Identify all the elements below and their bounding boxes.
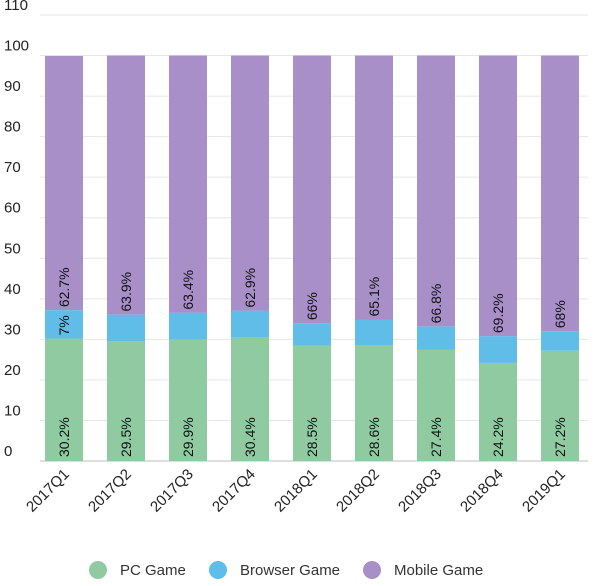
data-label: 27.2% <box>552 417 568 457</box>
bar-segment-browser-game <box>417 326 455 350</box>
bar-segment-pc-game <box>541 350 579 461</box>
y-tick-label: 90 <box>4 78 21 95</box>
bar-segment-browser-game <box>169 312 207 340</box>
y-tick-label: 10 <box>4 402 21 419</box>
bar-segment-browser-game <box>355 319 393 346</box>
bar-segment-pc-game <box>479 362 517 461</box>
bar-segment-browser-game <box>293 323 331 346</box>
bar-segment-pc-game <box>293 345 331 461</box>
x-tick-label: 2018Q4 <box>457 466 507 516</box>
y-tick-label: 110 <box>4 0 28 14</box>
data-label: 63.9% <box>118 272 134 312</box>
y-tick-label: 20 <box>4 362 21 379</box>
bar-segment-pc-game <box>107 341 145 461</box>
data-label: 69.2% <box>490 293 506 333</box>
data-label: 30.2% <box>56 417 72 457</box>
data-label: 62.9% <box>242 268 258 308</box>
bar-segment-mobile-game <box>231 55 269 311</box>
y-tick-label: 80 <box>4 119 21 136</box>
bar-segment-browser-game <box>479 336 517 363</box>
data-label: 65.1% <box>366 277 382 317</box>
legend: PC Game Browser Game Mobile Game <box>89 561 483 579</box>
bar-segment-pc-game <box>45 338 83 461</box>
x-tick-label: 2019Q1 <box>519 466 569 516</box>
bar-segment-pc-game <box>231 337 269 461</box>
legend-swatch <box>363 561 381 579</box>
x-tick-label: 2018Q2 <box>333 466 383 516</box>
data-label: 66.8% <box>428 284 444 324</box>
bar-segment-browser-game <box>107 314 145 342</box>
y-tick-label: 60 <box>4 200 21 217</box>
bars-layer <box>45 55 579 461</box>
bar-segment-mobile-game <box>293 55 331 324</box>
bar-segment-mobile-game <box>355 55 393 320</box>
data-label: 66% <box>304 292 320 320</box>
data-label: 29.9% <box>180 417 196 457</box>
x-tick-label: 2017Q1 <box>23 466 73 516</box>
legend-label: Mobile Game <box>394 562 483 579</box>
data-label: 29.5% <box>118 417 134 457</box>
bar-segment-pc-game <box>417 349 455 461</box>
bar-segment-browser-game <box>231 310 269 338</box>
y-tick-label: 50 <box>4 240 21 257</box>
x-tick-label: 2017Q2 <box>85 466 135 516</box>
x-tick-label: 2017Q4 <box>209 466 259 516</box>
legend-swatch <box>209 561 227 579</box>
x-tick-label: 2018Q1 <box>271 466 321 516</box>
data-label: 27.4% <box>428 417 444 457</box>
bar-segment-mobile-game <box>417 55 455 327</box>
data-label: 68% <box>552 300 568 328</box>
bar-segment-pc-game <box>355 345 393 461</box>
data-label: 62.7% <box>56 267 72 307</box>
data-label: 30.4% <box>242 417 258 457</box>
y-tick-label: 0 <box>4 443 12 460</box>
y-tick-label: 70 <box>4 159 21 176</box>
data-label: 24.2% <box>490 417 506 457</box>
data-label: 7% <box>56 315 72 335</box>
bar-segment-mobile-game <box>169 55 207 313</box>
bar-segment-pc-game <box>169 339 207 461</box>
bar-segment-mobile-game <box>479 55 517 337</box>
y-tick-label: 30 <box>4 321 21 338</box>
x-tick-label: 2017Q3 <box>147 466 197 516</box>
legend-label: PC Game <box>120 562 186 579</box>
legend-label: Browser Game <box>240 562 340 579</box>
bar-segment-browser-game <box>541 331 579 351</box>
x-tick-label: 2018Q3 <box>395 466 445 516</box>
data-label: 28.6% <box>366 417 382 457</box>
data-labels-layer: 30.2% 7% 62.7% 29.5% 63.9% 29.9% 63.4% 30.4% 62.… <box>56 267 568 457</box>
bar-segment-mobile-game <box>45 55 83 311</box>
y-tick-label: 100 <box>4 38 29 55</box>
data-label: 28.5% <box>304 417 320 457</box>
y-tick-label: 40 <box>4 281 21 298</box>
bar-segment-mobile-game <box>107 55 145 315</box>
bar-segment-browser-game <box>45 310 83 339</box>
data-label: 63.4% <box>180 270 196 310</box>
legend-swatch <box>89 561 107 579</box>
bar-segment-mobile-game <box>541 55 579 332</box>
